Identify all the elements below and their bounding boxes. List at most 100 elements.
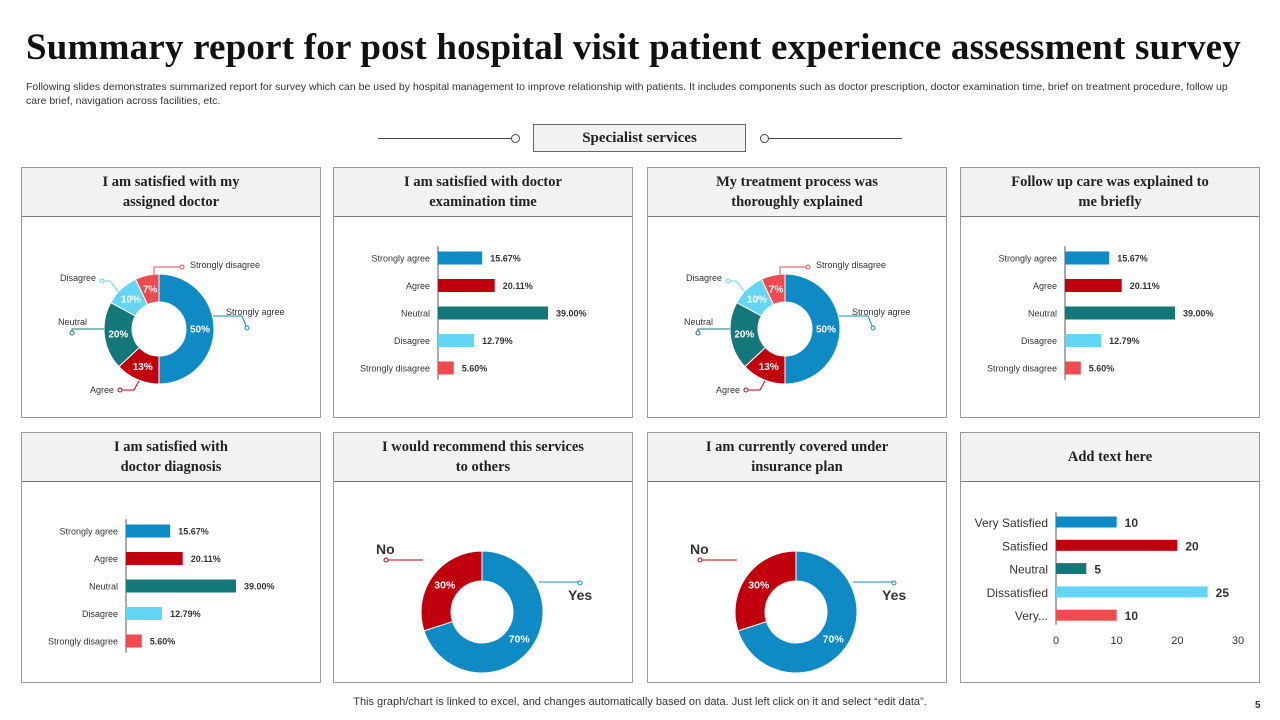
leader-line — [746, 380, 766, 391]
leader-dot — [244, 325, 250, 331]
data-label: 20.11% — [191, 554, 221, 564]
leader-dot — [383, 557, 389, 563]
bar-disagree — [126, 607, 163, 620]
bar-neutral — [126, 579, 236, 593]
section-divider-right-dot — [760, 134, 769, 143]
data-label: 5 — [1094, 563, 1101, 577]
leader-line — [153, 266, 182, 275]
leader-line — [102, 280, 122, 296]
data-label: 30% — [748, 579, 770, 591]
leader-dot — [725, 278, 731, 284]
category-label: Agree — [90, 385, 114, 395]
donut-chart-insurance-plan[interactable]: 70% Yes 30% No — [648, 482, 946, 682]
data-label: 15.67% — [1117, 254, 1148, 264]
category-label: Strongly disagree — [816, 260, 886, 270]
x-tick-label: 20 — [1171, 635, 1183, 647]
leader-dot — [577, 580, 583, 586]
data-label: 12.79% — [1109, 336, 1140, 346]
section-divider-left-dot — [511, 134, 520, 143]
y-tick-label: Disagree — [394, 336, 430, 346]
donut-slice-no — [734, 550, 797, 632]
bar-chart-follow-up-care[interactable]: Strongly agree 15.67% Agree 20.11% Neutral 39… — [961, 217, 1259, 417]
data-label: 50% — [816, 325, 836, 336]
y-tick-label: Agree — [94, 554, 118, 564]
panel-insurance-plan: I am currently covered under insurance p… — [647, 432, 947, 683]
leader-line — [539, 581, 581, 583]
page-title: Summary report for post hospital visit p… — [26, 27, 1242, 68]
bar-agree — [1065, 279, 1122, 292]
bar-strongly-disagree — [438, 361, 454, 375]
leader-dot — [117, 387, 123, 393]
category-label: Strongly disagree — [190, 260, 260, 270]
data-label: 39.00% — [556, 309, 587, 319]
data-label: 70% — [823, 634, 845, 646]
data-label: 10% — [747, 295, 767, 306]
data-label: 15.67% — [178, 527, 209, 537]
panel-heading: I would recommend this services to other… — [334, 433, 632, 482]
data-label: 20% — [734, 330, 754, 341]
data-label: 7% — [769, 284, 784, 295]
panel-examination-time: I am satisfied with doctor examination t… — [333, 167, 633, 418]
donut-slice-strongly-disagree — [760, 273, 786, 306]
data-label: 25 — [1216, 586, 1230, 600]
y-tick-label: Strongly disagree — [48, 637, 118, 647]
leader-line — [697, 328, 730, 333]
leader-line — [728, 280, 748, 296]
panel-title: My treatment process was thoroughly expl… — [716, 174, 878, 210]
category-label: Neutral — [58, 317, 87, 327]
bar-neutral — [438, 306, 548, 320]
bar-chart-examination-time[interactable]: Strongly agree 15.67% Agree 20.11% Neutral 39… — [334, 217, 632, 417]
category-label: Yes — [568, 587, 592, 603]
data-label: 5.60% — [150, 637, 176, 647]
data-label: 15.67% — [490, 254, 521, 264]
data-label: 13% — [133, 362, 153, 373]
leader-dot — [179, 264, 185, 270]
panel-heading: I am satisfied with my assigned doctor — [22, 168, 320, 217]
y-tick-label: Neutral — [1028, 309, 1057, 319]
y-tick-label: Agree — [406, 281, 430, 291]
leader-dot — [695, 330, 701, 336]
y-tick-label: Neutral — [401, 309, 430, 319]
y-tick-label: Dissatisfied — [987, 586, 1048, 600]
panel-heading: I am currently covered under insurance p… — [648, 433, 946, 482]
panel-doctor-diagnosis: I am satisfied with doctor diagnosis Str… — [21, 432, 321, 683]
leader-dot — [99, 278, 105, 284]
bar-chart-doctor-diagnosis[interactable]: Strongly agree 15.67% Agree 20.11% Neutral 39… — [22, 482, 320, 682]
bar-chart-satisfaction-scale[interactable]: 0 10 20 30 Very Satisfied 10 Satisfied 20 Neutra… — [961, 482, 1259, 682]
bar-strongly-agree — [126, 524, 171, 538]
donut-chart-treatment-explained[interactable]: 50% Strongly agree 13% Agree 20% Neutral 10% Di… — [648, 217, 946, 417]
panel-heading: I am satisfied with doctor diagnosis — [22, 433, 320, 482]
data-label: 39.00% — [1183, 309, 1214, 319]
data-label: 12.79% — [170, 609, 201, 619]
leader-dot — [69, 330, 75, 336]
donut-chart-assigned-doctor[interactable]: 50% Strongly agree 13% Agree 20% Neutral 10% Di… — [22, 217, 320, 417]
data-label: 5.60% — [1089, 364, 1115, 374]
leader-dot — [805, 264, 811, 270]
bar-very-satisfied — [1056, 516, 1117, 528]
y-tick-label: Neutral — [1009, 563, 1048, 577]
bar-strongly-disagree — [126, 634, 142, 648]
leader-line — [120, 380, 140, 391]
bar-satisfied — [1056, 539, 1178, 551]
panel-title: I am satisfied with my assigned doctor — [102, 174, 240, 210]
leader-dot — [891, 580, 897, 586]
y-tick-label: Strongly agree — [371, 254, 430, 264]
page-description: Following slides demonstrates summarized… — [26, 81, 1228, 107]
donut-slice-yes — [737, 550, 858, 674]
section-divider-left — [378, 138, 511, 139]
bar-dissatisfied — [1056, 586, 1208, 598]
category-label: No — [690, 541, 709, 557]
leader-line — [839, 315, 874, 329]
donut-chart-recommend-services[interactable]: 70% Yes 30% No — [334, 482, 632, 682]
category-label: Yes — [882, 587, 906, 603]
category-label: Disagree — [686, 273, 722, 283]
bar-neutral — [1056, 563, 1087, 575]
bar-agree — [438, 279, 495, 292]
y-tick-label: Disagree — [1021, 336, 1057, 346]
leader-line — [853, 581, 895, 583]
y-tick-label: Disagree — [82, 609, 118, 619]
data-label: 70% — [509, 634, 531, 646]
leader-line — [71, 328, 104, 333]
data-label: 50% — [190, 325, 210, 336]
panel-heading: My treatment process was thoroughly expl… — [648, 168, 946, 217]
